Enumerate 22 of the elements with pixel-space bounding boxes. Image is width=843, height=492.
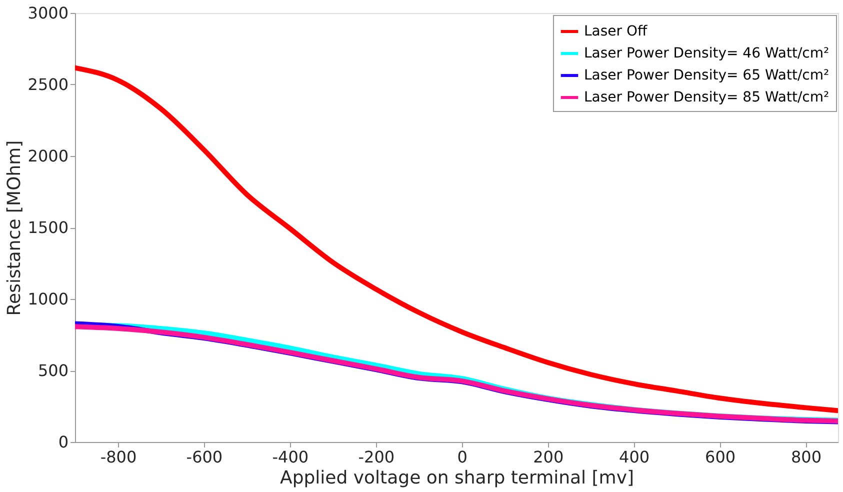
x-tick-label: 400 (619, 448, 650, 466)
x-tick-label: -200 (358, 448, 395, 466)
y-axis-title: Resistance [MOhm] (4, 140, 25, 316)
x-tick-label: 600 (705, 448, 736, 466)
y-tick-label: 2500 (28, 75, 68, 94)
x-tick-label: -800 (100, 448, 137, 466)
legend-label: Laser Off (584, 24, 648, 40)
y-tick-label: 2000 (28, 146, 68, 166)
legend-label: Laser Power Density= 46 Watt/cm² (584, 46, 830, 62)
y-tick-label: 500 (38, 361, 68, 380)
y-tick-label: 3000 (28, 4, 68, 22)
x-axis-title: Applied voltage on sharp terminal [mv] (280, 468, 634, 488)
legend-label: Laser Power Density= 65 Watt/cm² (584, 68, 830, 84)
x-tick-label: -600 (186, 448, 223, 466)
x-tick-label: 200 (533, 448, 564, 466)
x-tick-label: 0 (457, 448, 468, 466)
legend-label: Laser Power Density= 85 Watt/cm² (584, 90, 830, 106)
y-tick-label: 1000 (28, 290, 68, 308)
x-tick-label: -400 (272, 448, 309, 466)
x-tick-label: 800 (790, 448, 822, 466)
y-tick-label: 0 (58, 432, 68, 452)
y-tick-label: 1500 (28, 218, 68, 237)
